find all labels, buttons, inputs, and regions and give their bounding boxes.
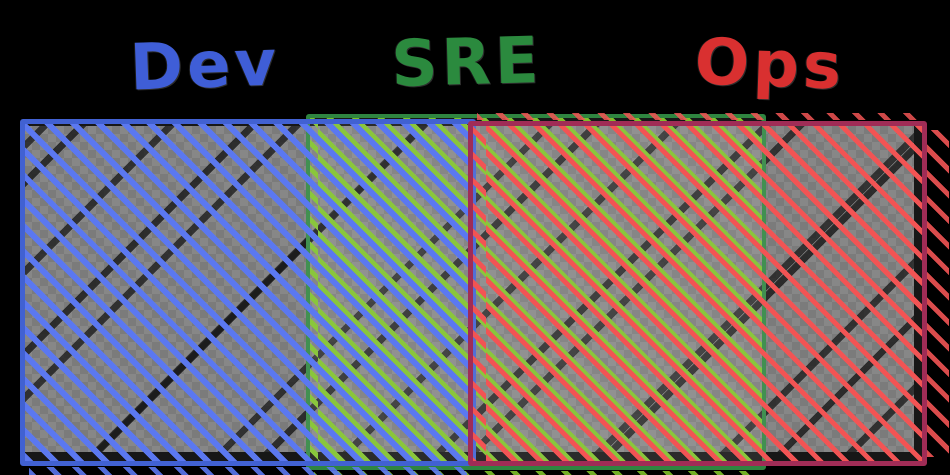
ops-region — [468, 113, 949, 466]
ops-label: Ops — [693, 25, 847, 105]
dev-region — [20, 119, 476, 475]
dev-label: Dev — [128, 26, 282, 106]
sre-label: SRE — [390, 24, 544, 102]
